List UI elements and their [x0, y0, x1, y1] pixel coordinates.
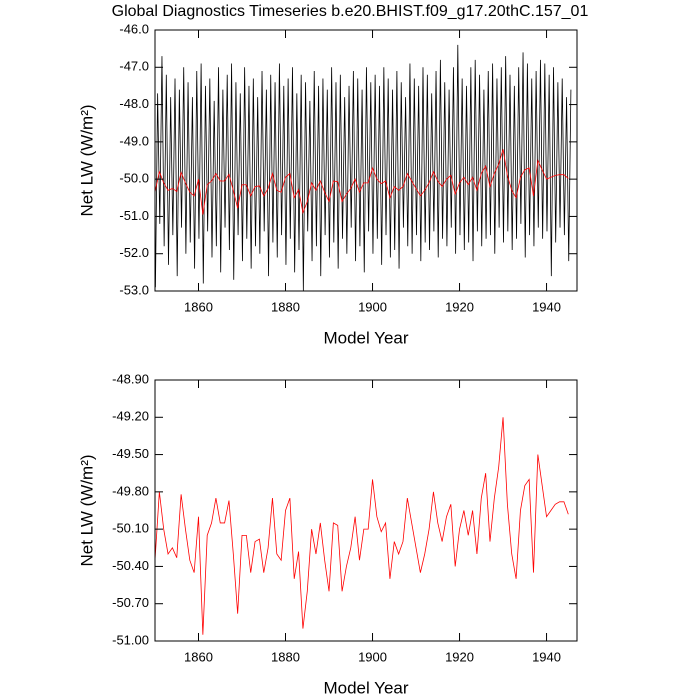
y-tick-label: -49.80 — [112, 483, 149, 498]
x-tick-label: 1900 — [358, 299, 387, 314]
y-axis-label: Net LW (W/m²) — [77, 454, 96, 566]
y-tick-label: -47.0 — [119, 59, 149, 74]
y-axis-label: Net LW (W/m²) — [77, 104, 96, 216]
y-tick-label: -50.0 — [119, 171, 149, 186]
x-tick-label: 1920 — [445, 299, 474, 314]
plot-frame — [154, 29, 578, 292]
y-tick-label: -49.0 — [119, 133, 149, 148]
y-tick-label: -53.0 — [119, 282, 149, 297]
x-tick-label: 1900 — [358, 649, 387, 664]
y-tick-label: -49.20 — [112, 409, 149, 424]
chart-title: Global Diagnostics Timeseries b.e20.BHIS… — [112, 3, 589, 20]
plot-area — [155, 417, 569, 635]
x-tick-label: 1920 — [445, 649, 474, 664]
data-line — [155, 44, 572, 291]
x-tick-label: 1940 — [532, 649, 561, 664]
y-tick-label: -48.90 — [112, 371, 149, 386]
plot-area — [155, 44, 572, 291]
data-line — [155, 149, 569, 215]
y-tick-label: -51.0 — [119, 208, 149, 223]
y-tick-label: -50.40 — [112, 558, 149, 573]
x-axis-label: Model Year — [323, 328, 408, 347]
y-tick-label: -52.0 — [119, 245, 149, 260]
y-tick-label: -46.0 — [119, 21, 149, 36]
y-tick-label: -50.10 — [112, 521, 149, 536]
x-tick-label: 1860 — [184, 649, 213, 664]
plot-frame — [154, 379, 578, 642]
x-tick-label: 1940 — [532, 299, 561, 314]
y-tick-label: -48.0 — [119, 96, 149, 111]
x-tick-label: 1860 — [184, 299, 213, 314]
y-tick-label: -50.70 — [112, 595, 149, 610]
y-tick-label: -49.50 — [112, 446, 149, 461]
data-line — [155, 417, 569, 635]
x-tick-label: 1880 — [271, 299, 300, 314]
y-tick-label: -51.00 — [112, 632, 149, 647]
x-tick-label: 1880 — [271, 649, 300, 664]
x-axis-label: Model Year — [323, 678, 408, 697]
